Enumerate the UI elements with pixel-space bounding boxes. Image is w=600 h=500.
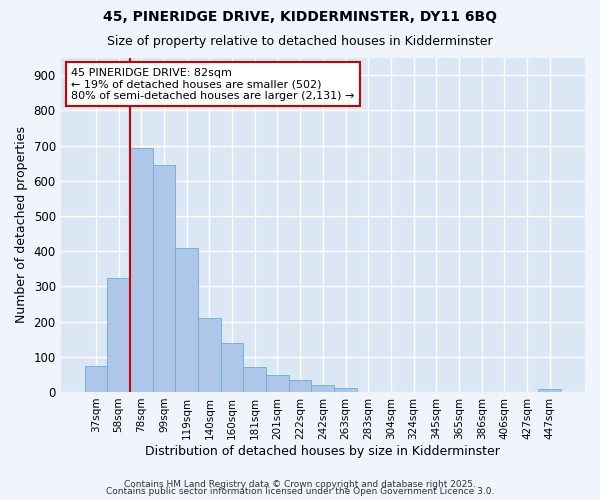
Bar: [152, 165, 175, 392]
Bar: [289, 380, 311, 392]
Bar: [334, 388, 357, 392]
Text: Size of property relative to detached houses in Kidderminster: Size of property relative to detached ho…: [107, 35, 493, 48]
Text: 45 PINERIDGE DRIVE: 82sqm
← 19% of detached houses are smaller (502)
80% of semi: 45 PINERIDGE DRIVE: 82sqm ← 19% of detac…: [71, 68, 355, 100]
Bar: [266, 376, 289, 392]
Bar: [85, 366, 107, 392]
X-axis label: Distribution of detached houses by size in Kidderminster: Distribution of detached houses by size …: [145, 444, 500, 458]
Bar: [538, 389, 561, 392]
Bar: [130, 148, 152, 392]
Bar: [175, 248, 198, 392]
Bar: [107, 278, 130, 392]
Text: Contains public sector information licensed under the Open Government Licence 3.: Contains public sector information licen…: [106, 487, 494, 496]
Y-axis label: Number of detached properties: Number of detached properties: [15, 126, 28, 323]
Text: Contains HM Land Registry data © Crown copyright and database right 2025.: Contains HM Land Registry data © Crown c…: [124, 480, 476, 489]
Text: 45, PINERIDGE DRIVE, KIDDERMINSTER, DY11 6BQ: 45, PINERIDGE DRIVE, KIDDERMINSTER, DY11…: [103, 10, 497, 24]
Bar: [244, 368, 266, 392]
Bar: [311, 385, 334, 392]
Bar: [198, 318, 221, 392]
Bar: [221, 344, 244, 392]
